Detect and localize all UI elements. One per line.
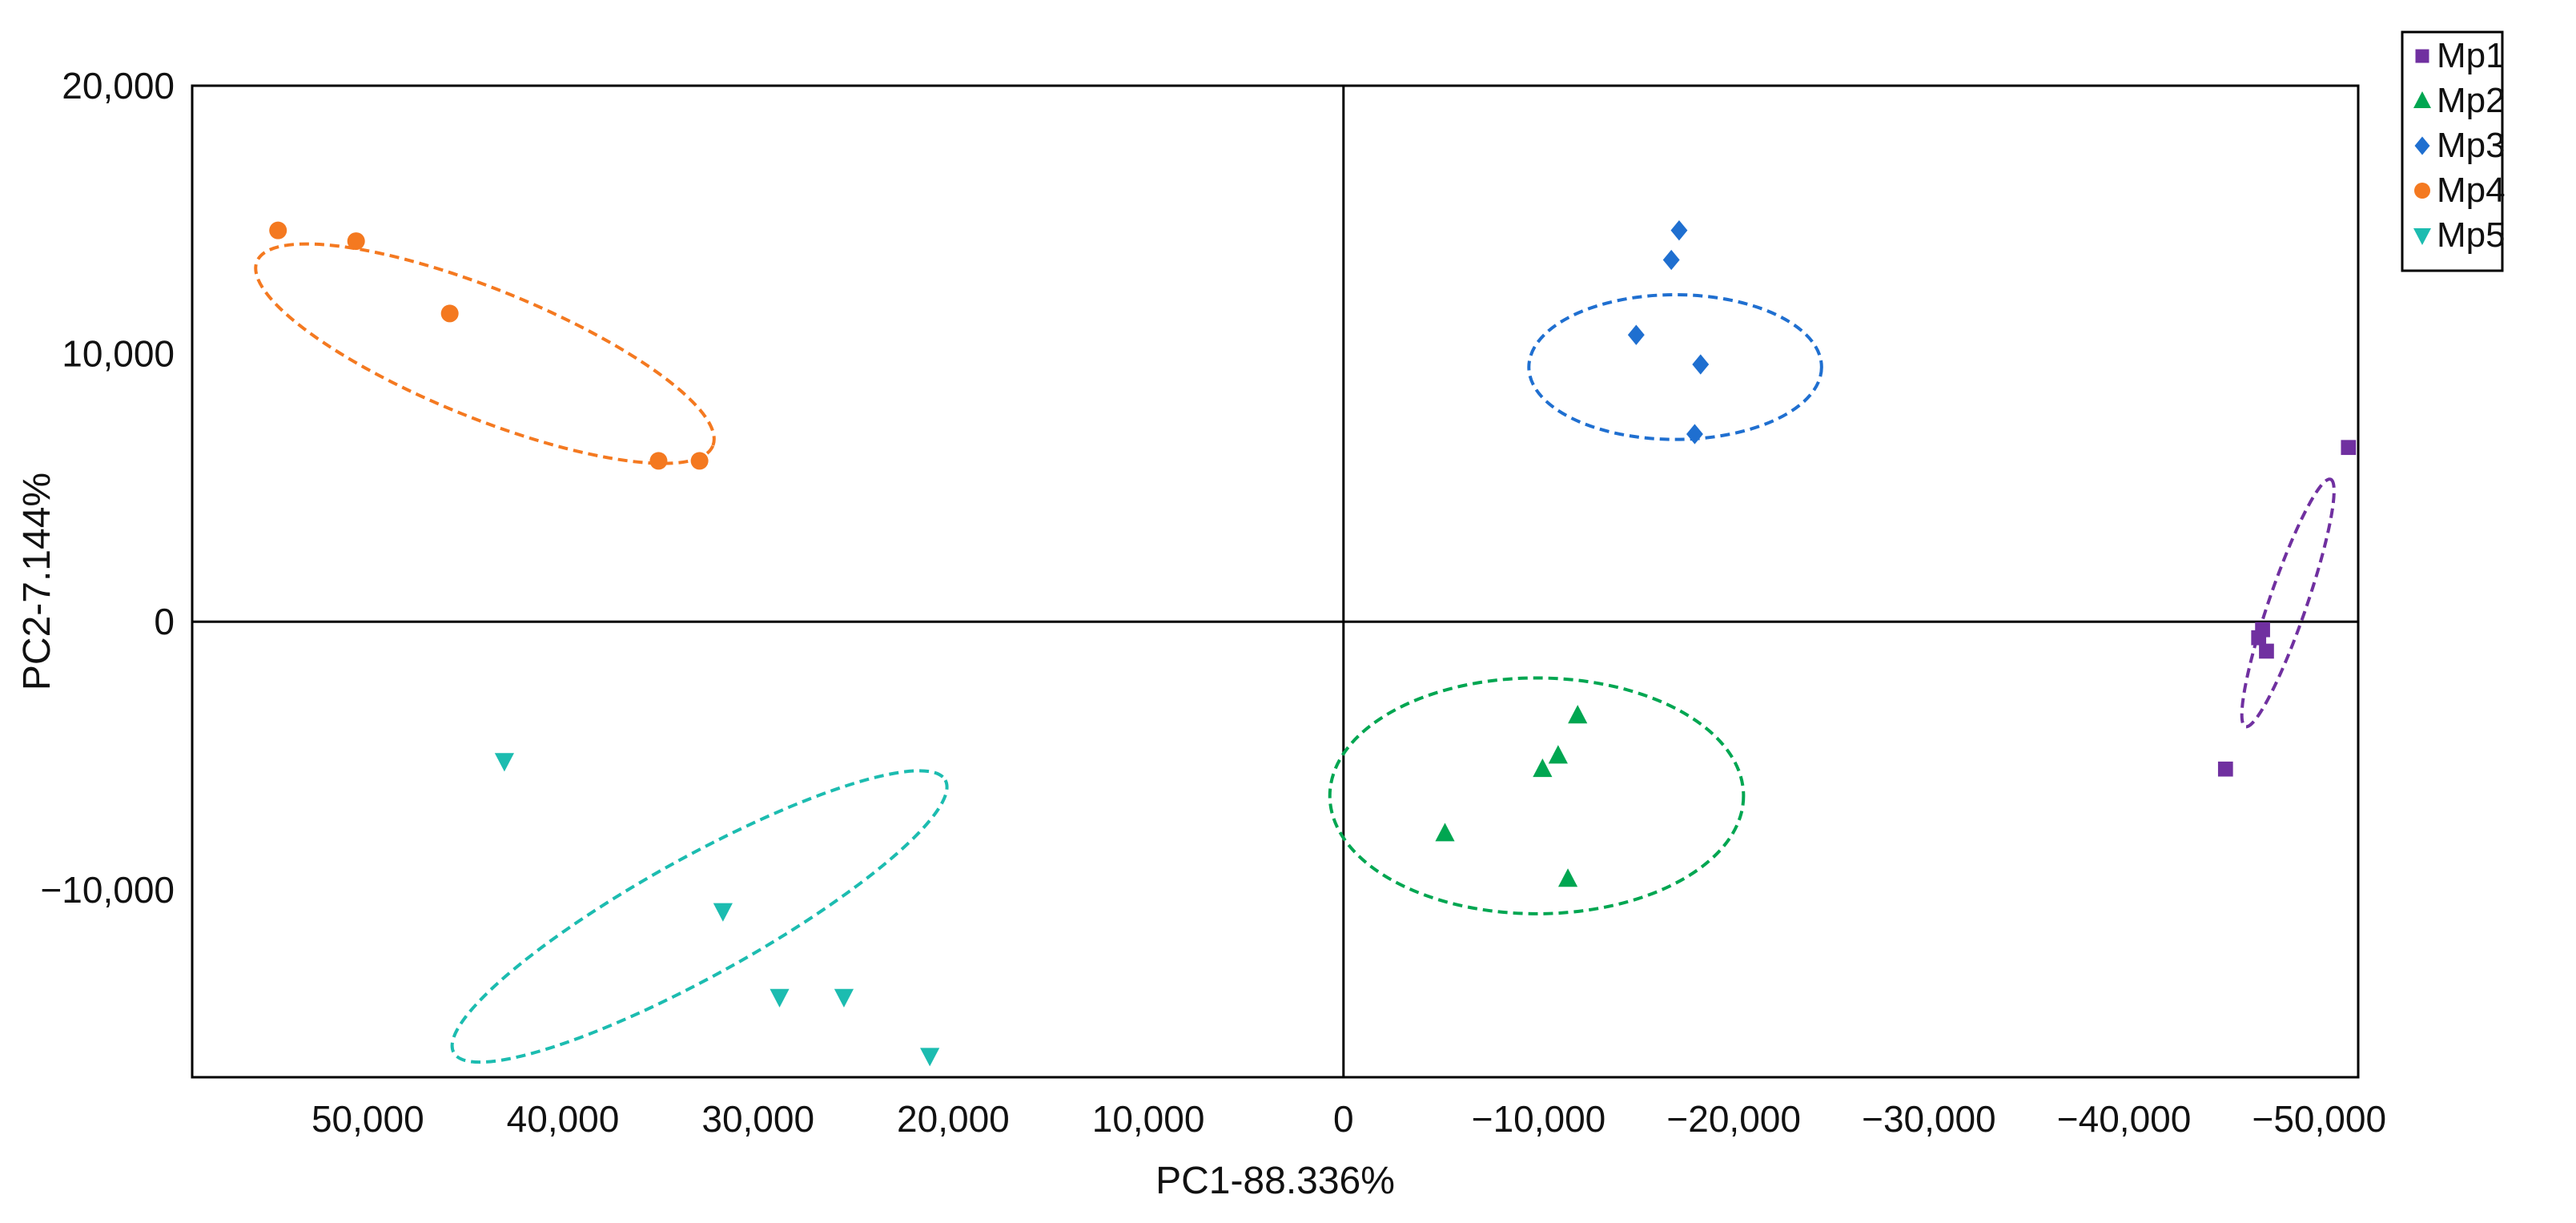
point-mp1 xyxy=(2259,643,2274,659)
point-mp5 xyxy=(713,903,733,922)
y-tick-label: −10,000 xyxy=(40,869,175,911)
point-mp3 xyxy=(1670,220,1688,241)
point-mp4 xyxy=(690,452,709,470)
x-tick-label: −30,000 xyxy=(1862,1098,1996,1140)
legend-label-mp4: Mp4 xyxy=(2437,171,2506,210)
point-mp4 xyxy=(347,232,365,251)
tick-labels-layer: 50,000 40,000 30,000 20,000 10,000 0 −10,000 −2… xyxy=(40,65,2386,1140)
legend-marker-mp2 xyxy=(2413,91,2431,108)
x-tick-label: −50,000 xyxy=(2252,1098,2386,1140)
point-mp2 xyxy=(1435,823,1455,842)
x-axis-title: PC1-88.336% xyxy=(1155,1160,1395,1202)
point-mp5 xyxy=(770,988,790,1008)
point-mp4 xyxy=(440,304,459,323)
axes-layer xyxy=(191,84,2360,1079)
legend-label-mp5: Mp5 xyxy=(2437,215,2506,255)
x-tick-label: 50,000 xyxy=(311,1098,424,1140)
legend: Mp1 Mp2 Mp3 Mp4 Mp5 xyxy=(2401,30,2506,272)
point-mp5 xyxy=(834,988,854,1008)
confidence-ellipse-mp1 xyxy=(2240,477,2336,729)
confidence-ellipse-mp2 xyxy=(1328,676,1746,915)
point-mp1 xyxy=(2341,440,2357,456)
point-mp5 xyxy=(920,1048,940,1067)
plot-frame xyxy=(191,84,2360,1079)
x-tick-label: 0 xyxy=(1333,1098,1354,1140)
legend-marker-mp4 xyxy=(2414,183,2430,199)
y-axis-title: PC2-7.144% xyxy=(16,473,58,690)
point-mp4 xyxy=(649,452,668,470)
x-tick-label: 30,000 xyxy=(701,1098,814,1140)
legend-marker-mp1 xyxy=(2415,49,2429,63)
point-mp2 xyxy=(1557,868,1578,887)
point-mp3 xyxy=(1627,324,1645,345)
x-tick-label: 20,000 xyxy=(897,1098,1010,1140)
x-tick-label: 40,000 xyxy=(507,1098,620,1140)
points-layer xyxy=(269,220,2357,1067)
point-mp1 xyxy=(2255,622,2270,638)
x-tick-label: −40,000 xyxy=(2057,1098,2192,1140)
confidence-ellipse-mp5 xyxy=(450,769,949,1064)
y-tick-label: 10,000 xyxy=(62,333,175,375)
y-tick-label: 20,000 xyxy=(62,65,175,107)
point-mp2 xyxy=(1568,705,1588,724)
point-mp1 xyxy=(2217,761,2233,777)
x-tick-label: −10,000 xyxy=(1472,1098,1606,1140)
point-mp2 xyxy=(1548,745,1568,764)
x-tick-label: −20,000 xyxy=(1666,1098,1801,1140)
legend-label-mp2: Mp2 xyxy=(2437,81,2506,120)
legend-marker-mp5 xyxy=(2413,228,2431,245)
ellipses-layer xyxy=(254,242,2336,1064)
y-tick-label: 0 xyxy=(154,601,175,642)
point-mp5 xyxy=(494,753,515,772)
x-tick-label: 10,000 xyxy=(1092,1098,1205,1140)
point-mp4 xyxy=(269,221,287,239)
point-mp3 xyxy=(1662,249,1680,271)
legend-label-mp3: Mp3 xyxy=(2437,126,2506,165)
point-mp3 xyxy=(1692,354,1710,375)
confidence-ellipse-mp4 xyxy=(254,242,716,465)
legend-marker-mp3 xyxy=(2414,136,2430,155)
legend-label-mp1: Mp1 xyxy=(2437,36,2506,75)
confidence-ellipse-mp3 xyxy=(1527,292,1823,441)
point-mp3 xyxy=(1686,424,1703,445)
point-mp2 xyxy=(1533,758,1553,778)
